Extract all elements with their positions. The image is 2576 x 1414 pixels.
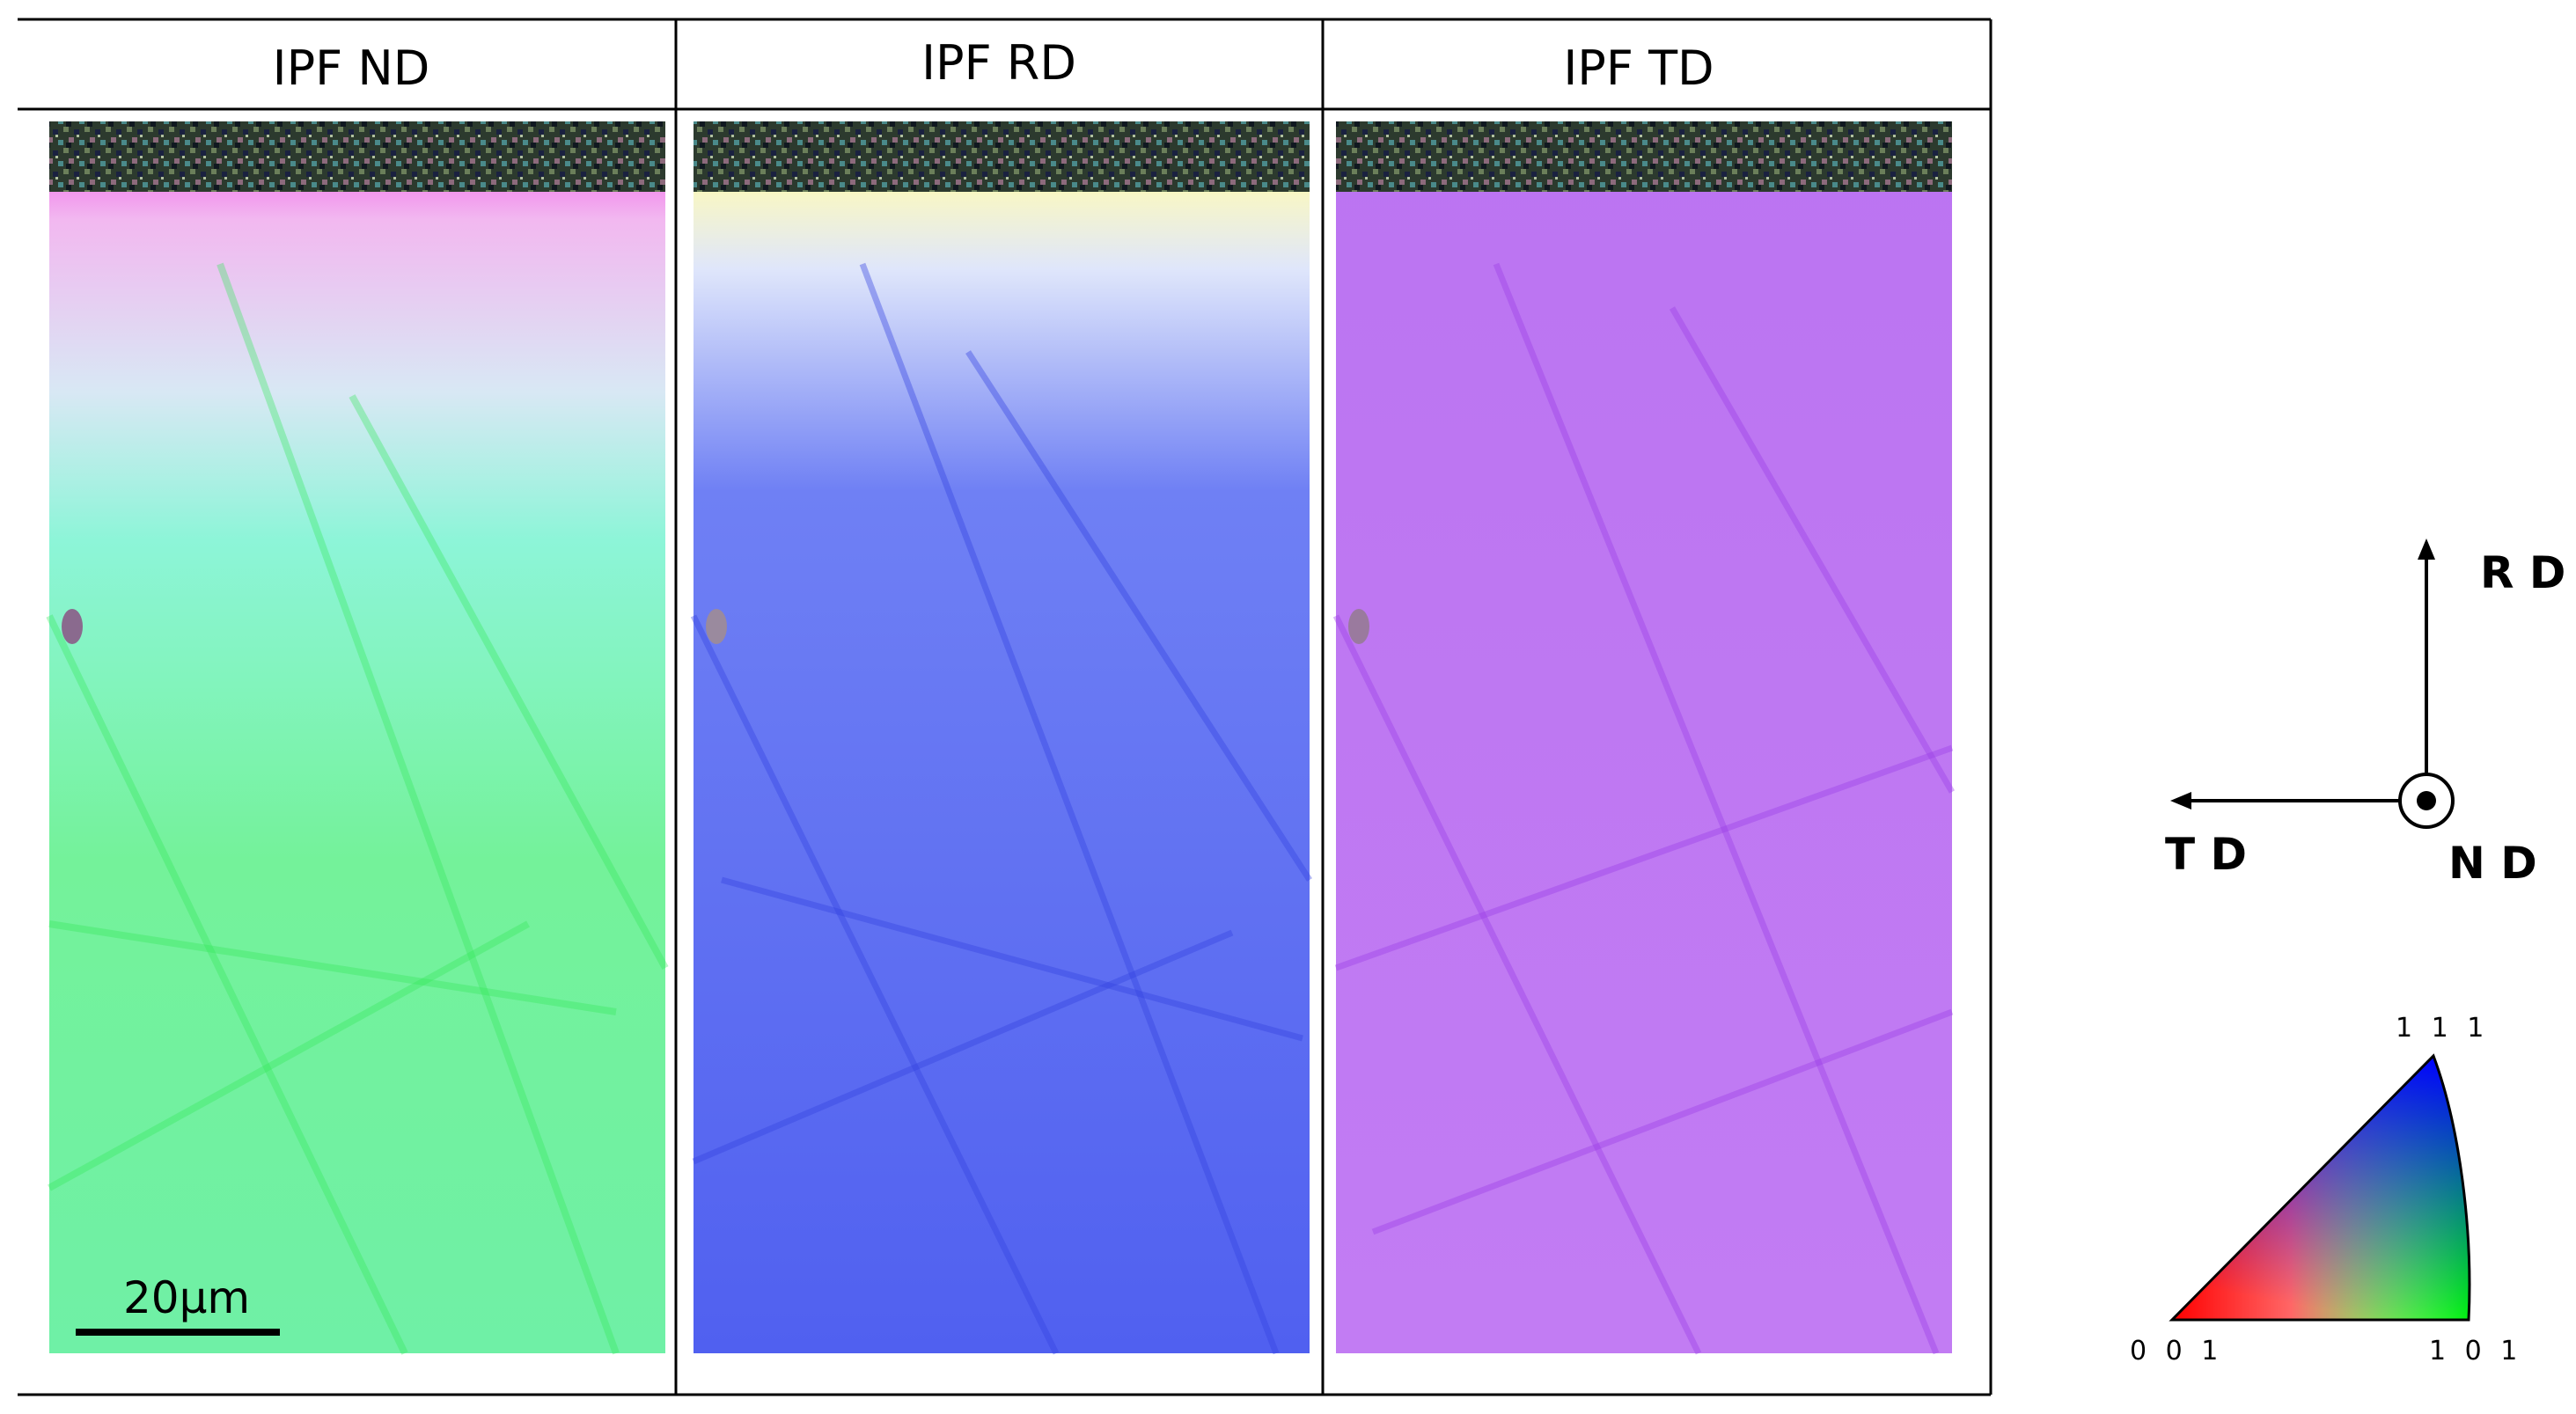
key-label-001: 0 0 1 — [2130, 1336, 2223, 1366]
td-arrowhead — [2170, 792, 2191, 810]
ipf-map-nd — [46, 121, 669, 1355]
rd-label: R D — [2480, 547, 2565, 598]
panel-table-frame — [18, 18, 1993, 1396]
ipf-map-rd — [690, 121, 1312, 1355]
panel-title-ipf-td: IPF TD — [1563, 40, 1714, 96]
scale-bar-label: 20μm — [123, 1272, 250, 1323]
rd-arrowhead — [2418, 538, 2435, 560]
nd-label: N D — [2448, 838, 2537, 889]
ipf-color-key: 1 1 1 0 0 1 1 0 1 — [2130, 1013, 2522, 1366]
key-label-111: 1 1 1 — [2396, 1013, 2489, 1044]
td-label: T D — [2165, 829, 2247, 880]
sample-axes-diagram: R D T D N D — [2165, 538, 2565, 889]
key-label-101: 1 0 1 — [2429, 1336, 2522, 1366]
panel-title-ipf-rd: IPF RD — [921, 35, 1076, 91]
panel-title-ipf-nd: IPF ND — [273, 40, 430, 96]
nd-dot-icon — [2417, 791, 2436, 810]
ipf-map-td — [1332, 121, 1956, 1355]
